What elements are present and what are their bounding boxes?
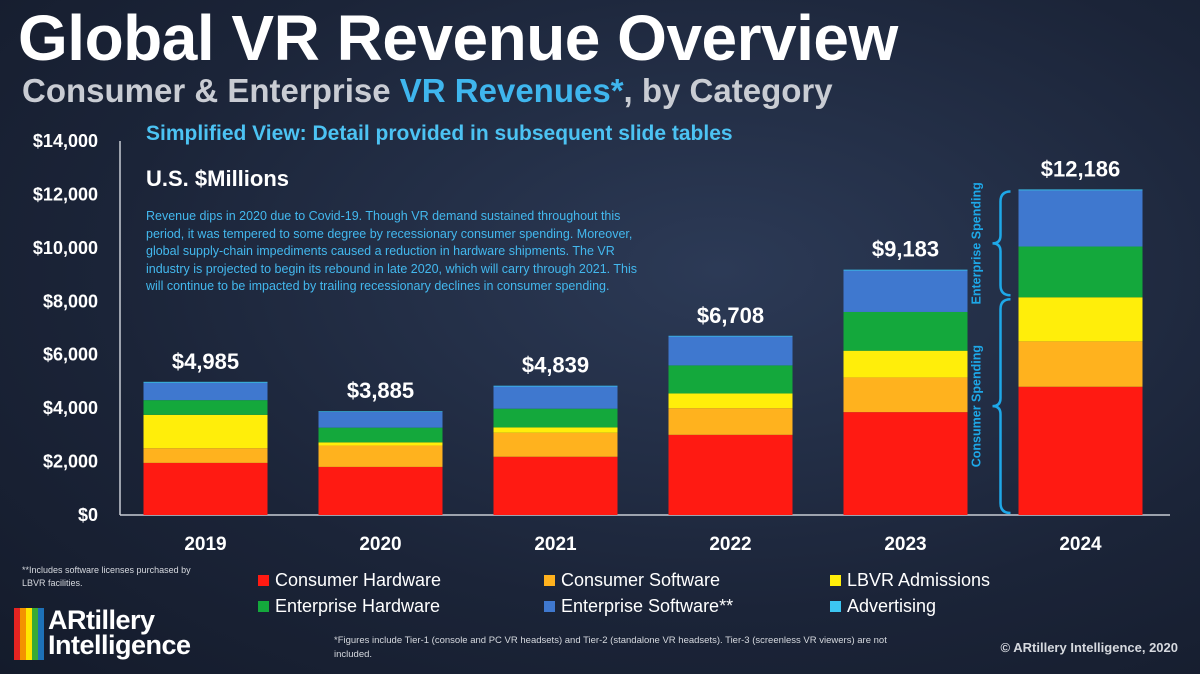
bar-segment [668, 434, 793, 515]
bar-segment [843, 412, 968, 515]
bar-segment [143, 381, 268, 383]
legend-label: Advertising [847, 596, 937, 616]
legend-label: LBVR Admissions [847, 570, 991, 590]
bar-segment [143, 462, 268, 515]
bar-total-label: $4,839 [522, 353, 589, 378]
logo-line1: ARtillery [48, 605, 155, 635]
bar-segment [843, 269, 968, 271]
y-tick-label: $0 [78, 505, 98, 525]
x-tick-label: 2020 [359, 534, 401, 555]
legend-label: Enterprise Software** [561, 596, 734, 616]
bar-segment [843, 377, 968, 413]
bar-segment [1018, 297, 1143, 342]
x-tick-label: 2021 [534, 534, 577, 555]
bar-segment [668, 336, 793, 366]
legend-swatch [830, 601, 841, 612]
bar-segment [318, 445, 443, 467]
enterprise-spending-bracket [992, 190, 1011, 297]
y-tick-label: $12,000 [33, 184, 98, 204]
page-subtitle: Consumer & Enterprise VR Revenues*, by C… [22, 72, 833, 110]
x-tick-label: 2024 [1059, 534, 1102, 555]
x-tick-label: 2022 [709, 534, 751, 555]
bar-segment [1018, 341, 1143, 387]
copyright: © ARtillery Intelligence, 2020 [1000, 640, 1178, 655]
bar-segment [143, 400, 268, 415]
bar-segment [493, 386, 618, 409]
simplified-view-caption: Simplified View: Detail provided in subs… [146, 122, 733, 145]
bar-total-label: $9,183 [872, 237, 939, 262]
bar-segment [493, 385, 618, 387]
bar-segment [493, 432, 618, 457]
covid-note: Revenue dips in 2020 due to Covid-19. Th… [146, 209, 638, 293]
bar-segment [493, 456, 618, 515]
y-tick-label: $4,000 [43, 398, 98, 418]
bar-segment [143, 382, 268, 401]
legend-item: Enterprise Software** [544, 596, 830, 617]
y-tick-label: $14,000 [33, 131, 98, 151]
legend-swatch [258, 601, 269, 612]
x-tick-label: 2023 [884, 534, 926, 555]
bar-segment [843, 270, 968, 312]
bar-segment [318, 442, 443, 446]
y-tick-label: $8,000 [43, 291, 98, 311]
logo-line2: Intelligence [48, 630, 191, 660]
units-label: U.S. $Millions [146, 166, 290, 191]
bar-segment [843, 311, 968, 351]
artillery-logo: ARtillery Intelligence [14, 605, 191, 660]
legend-item: LBVR Admissions [830, 570, 1018, 591]
software-footnote: **Includes software licenses purchased b… [22, 565, 191, 588]
bar-segment [668, 393, 793, 409]
bar-segment [668, 408, 793, 435]
legend-swatch [544, 601, 555, 612]
bar-total-label: $6,708 [697, 303, 764, 328]
legend-item: Advertising [830, 596, 1018, 617]
y-tick-label: $2,000 [43, 452, 98, 472]
bar-segment [143, 414, 268, 449]
bar-total-label: $3,885 [347, 378, 414, 403]
bar-segment [668, 365, 793, 394]
bar-segment [493, 427, 618, 433]
bar-segment [843, 350, 968, 378]
subtitle-pre: Consumer & Enterprise [22, 72, 400, 109]
legend-item: Consumer Hardware [258, 570, 544, 591]
subtitle-post: , by Category [623, 72, 833, 109]
consumer-spending-bracket [992, 298, 1011, 515]
bar-segment [493, 408, 618, 428]
legend-label: Enterprise Hardware [275, 596, 441, 616]
bar-segment [1018, 190, 1143, 247]
legend-swatch [830, 575, 841, 586]
bar-segment [318, 466, 443, 515]
bar-segment [1018, 246, 1143, 298]
figures-footnote: *Figures include Tier-1 (console and PC … [334, 635, 887, 660]
legend-swatch [544, 575, 555, 586]
legend-item: Consumer Software [544, 570, 830, 591]
bar-segment [1018, 189, 1143, 191]
logo-color-bars [14, 608, 44, 660]
legend-label: Consumer Hardware [275, 570, 442, 590]
legend-label: Consumer Software [561, 570, 721, 590]
legend-item: Enterprise Hardware [258, 596, 544, 617]
chart-legend: Consumer Hardware Consumer Software LBVR A… [258, 570, 1018, 617]
bar-segment [318, 411, 443, 412]
bar-segment [668, 335, 793, 337]
bar-total-label: $4,985 [172, 349, 239, 374]
y-tick-label: $10,000 [33, 238, 98, 258]
page-title: Global VR Revenue Overview [18, 2, 898, 74]
x-tick-label: 2019 [184, 534, 226, 555]
consumer-spending-bracket-label: Consumer Spending [970, 345, 984, 467]
bar-total-label: $12,186 [1041, 156, 1121, 181]
enterprise-spending-bracket-label: Enterprise Spending [970, 182, 984, 304]
bar-segment [1018, 386, 1143, 515]
subtitle-highlight: VR Revenues* [399, 72, 624, 109]
y-tick-label: $6,000 [43, 345, 98, 365]
bar-segment [318, 411, 443, 428]
bar-segment [318, 427, 443, 443]
bar-segment [143, 448, 268, 463]
legend-swatch [258, 575, 269, 586]
